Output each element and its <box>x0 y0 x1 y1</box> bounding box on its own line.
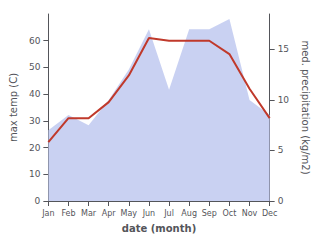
svg-text:10: 10 <box>29 169 41 179</box>
svg-text:0: 0 <box>35 196 41 206</box>
svg-text:15: 15 <box>278 44 289 54</box>
svg-text:Apr: Apr <box>102 209 117 218</box>
svg-text:5: 5 <box>278 145 284 155</box>
svg-text:Feb: Feb <box>61 209 75 218</box>
svg-text:med. precipitation (kg/m2): med. precipitation (kg/m2) <box>300 40 311 174</box>
svg-text:Sep: Sep <box>202 209 217 218</box>
svg-text:Jan: Jan <box>41 209 54 218</box>
svg-text:10: 10 <box>278 95 290 105</box>
svg-text:60: 60 <box>29 36 41 46</box>
svg-text:Jul: Jul <box>163 209 174 218</box>
svg-text:30: 30 <box>29 116 41 126</box>
svg-text:May: May <box>121 209 138 218</box>
svg-text:Aug: Aug <box>181 209 197 218</box>
svg-text:0: 0 <box>278 196 284 206</box>
svg-text:date (month): date (month) <box>122 223 196 234</box>
svg-text:20: 20 <box>29 143 41 153</box>
svg-text:Nov: Nov <box>242 209 258 218</box>
svg-text:50: 50 <box>29 62 41 72</box>
svg-text:Oct: Oct <box>222 209 236 218</box>
svg-text:Mar: Mar <box>81 209 97 218</box>
svg-text:40: 40 <box>29 89 41 99</box>
svg-text:Jun: Jun <box>142 209 156 218</box>
svg-text:Dec: Dec <box>262 209 277 218</box>
svg-text:max temp (C): max temp (C) <box>8 73 19 142</box>
